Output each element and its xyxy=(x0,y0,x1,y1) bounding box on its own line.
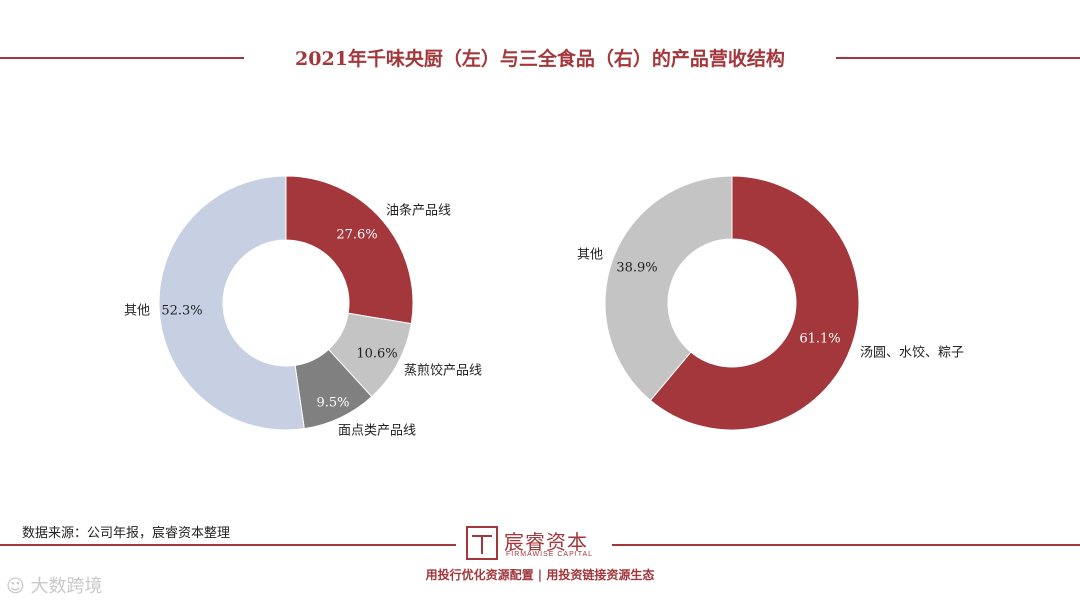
data-source-note: 数据来源：公司年报，宸睿资本整理 xyxy=(22,526,231,541)
donut-slice xyxy=(604,175,733,402)
donut-slice xyxy=(158,175,305,431)
slice-category-label: 面点类产品线 xyxy=(338,424,416,439)
title-rule-right xyxy=(836,57,1080,59)
logo-english-name: FIRMAWISE CAPITAL xyxy=(506,551,594,558)
slice-value-label: 10.6% xyxy=(356,347,397,362)
slice-category-label: 蒸煎饺产品线 xyxy=(404,363,482,379)
slice-value-label: 27.6% xyxy=(336,228,377,243)
slogan: 用投行优化资源配置 | 用投资链接资源生态 xyxy=(425,568,655,582)
footer-rule-left xyxy=(0,544,456,546)
watermark: ☺ 大数跨境 xyxy=(6,572,103,598)
watermark-icon: ☺ xyxy=(6,576,31,597)
watermark-text: 大数跨境 xyxy=(30,576,103,597)
title-rule-left xyxy=(0,57,244,59)
seal-icon xyxy=(466,526,498,560)
slice-value-label: 38.9% xyxy=(616,261,657,276)
slice-value-label: 61.1% xyxy=(799,332,840,347)
footer-rule-right xyxy=(612,544,1080,546)
slice-category-label: 汤圆、水饺、粽子 xyxy=(860,346,964,361)
donut-slice xyxy=(649,175,860,431)
slice-category-label: 其他 xyxy=(124,304,150,319)
donut-slice xyxy=(285,175,414,325)
slice-value-label: 52.3% xyxy=(161,304,202,319)
slice-value-label: 9.5% xyxy=(316,396,349,411)
donut-chart-left: 27.6% 油条产品线 10.6% 蒸煎饺产品线 9.5% 面点类产品线 52.3% 其他 xyxy=(124,175,482,439)
page-title: 2021年千味央厨（左）与三全食品（右）的产品营收结构 xyxy=(295,48,785,70)
slice-category-label: 油条产品线 xyxy=(386,203,451,219)
donut-chart-right: 61.1% 汤圆、水饺、粽子 38.9% 其他 xyxy=(577,175,964,431)
brand-logo: 宸睿资本 FIRMAWISE CAPITAL xyxy=(466,524,606,564)
slice-category-label: 其他 xyxy=(577,248,603,263)
logo-name: 宸睿资本 xyxy=(504,530,588,554)
